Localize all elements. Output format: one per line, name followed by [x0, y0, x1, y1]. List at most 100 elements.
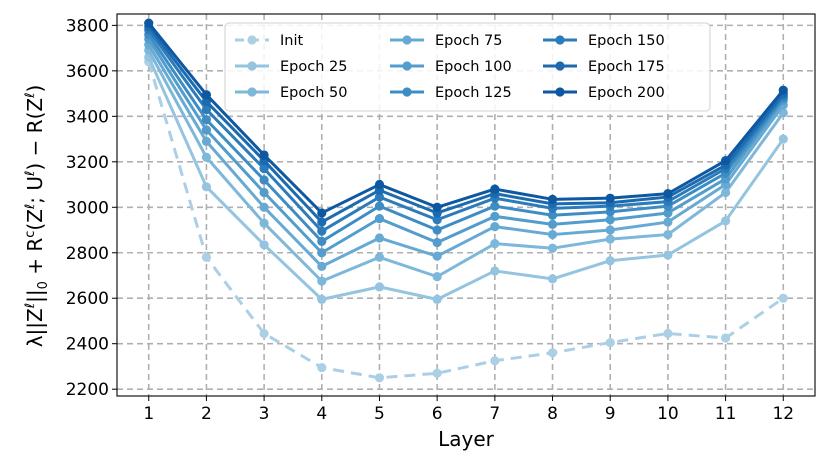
data-point [259, 175, 269, 185]
x-tick-label: 11 [715, 404, 737, 424]
data-point [490, 222, 500, 232]
data-point [144, 18, 154, 28]
legend-swatch-marker [402, 87, 412, 97]
legend-item: Init [235, 33, 303, 49]
x-tick-label: 8 [547, 404, 558, 424]
data-point [259, 150, 269, 160]
y-tick-label: 3000 [66, 198, 109, 218]
legend-swatch-marker [247, 87, 257, 97]
data-point [663, 229, 673, 240]
data-point [432, 368, 442, 378]
data-point [490, 201, 500, 211]
data-point [374, 201, 385, 211]
data-point [663, 328, 673, 339]
y-tick-label: 3600 [66, 62, 109, 82]
data-point [605, 234, 615, 244]
data-point [317, 294, 327, 304]
series-line [147, 22, 785, 215]
x-axis-label: Layer [438, 427, 495, 451]
series-line [147, 43, 785, 268]
x-tick-label: 12 [772, 404, 794, 424]
data-point [720, 216, 731, 226]
legend-swatch-marker [247, 35, 257, 45]
series-epoch-200 [144, 18, 788, 218]
legend-item: Epoch 125 [390, 85, 512, 101]
data-point [547, 348, 558, 358]
data-point [605, 225, 615, 235]
ticks: 1 2 3 4 5 6 7 8 9 10 11 122200240026002800300032003… [66, 16, 794, 424]
data-point [490, 184, 500, 194]
legend-swatch-marker [555, 87, 565, 97]
y-tick-label: 2800 [66, 244, 109, 264]
series-group [144, 18, 788, 383]
legend-swatch-marker [555, 61, 565, 71]
x-tick-label: 9 [605, 404, 616, 424]
data-point [374, 214, 385, 224]
legend-item: Epoch 75 [390, 33, 502, 49]
data-point [490, 239, 500, 249]
series-line [147, 33, 785, 243]
legend-box [224, 22, 711, 112]
plot-frame [116, 13, 816, 397]
data-point [547, 194, 558, 204]
data-point [317, 208, 327, 218]
x-tick-label: 4 [316, 404, 327, 424]
x-tick-label: 1 [143, 404, 154, 424]
legend-item: Epoch 100 [390, 59, 512, 75]
data-point [259, 202, 269, 212]
legend-label: Epoch 200 [588, 85, 665, 101]
y-tick-label: 2200 [66, 380, 109, 400]
data-point [317, 236, 327, 246]
legend-label: Epoch 50 [280, 85, 347, 101]
data-point [201, 182, 212, 192]
data-point [317, 362, 327, 373]
series-epoch-50 [144, 45, 788, 286]
data-point [432, 225, 442, 235]
data-point [547, 219, 558, 229]
legend-item: Epoch 25 [235, 59, 347, 75]
data-point [663, 250, 673, 260]
series-init [144, 57, 788, 383]
data-point [720, 156, 731, 166]
series-line [147, 56, 785, 301]
data-point [490, 211, 500, 221]
data-point [374, 192, 385, 202]
data-point [778, 293, 788, 303]
legend-swatch-marker [247, 61, 257, 71]
data-point [547, 243, 558, 253]
data-point [317, 261, 327, 271]
data-point [663, 189, 673, 199]
data-point [259, 164, 269, 174]
legend-label: Epoch 175 [588, 59, 665, 75]
x-tick-label: 3 [259, 404, 270, 424]
data-point [547, 229, 558, 240]
legend-label: Epoch 25 [280, 59, 347, 75]
series-line [147, 38, 785, 255]
legend-swatch-marker [402, 35, 412, 45]
y-tick-label: 3400 [66, 107, 109, 127]
data-point [259, 187, 269, 198]
data-point [605, 215, 615, 225]
data-point [259, 328, 269, 339]
data-point [317, 276, 327, 286]
x-tick-label: 5 [374, 404, 385, 424]
series-line [147, 29, 785, 233]
series-line [147, 25, 785, 224]
data-point [432, 202, 442, 212]
x-tick-label: 7 [489, 404, 500, 424]
data-point [605, 193, 615, 203]
y-tick-label: 3800 [66, 16, 109, 36]
y-tick-label: 3200 [66, 153, 109, 173]
x-tick-label: 10 [657, 404, 679, 424]
data-point [605, 337, 615, 348]
data-point [547, 210, 558, 220]
legend-label: Epoch 75 [435, 33, 502, 49]
series-line [147, 49, 785, 283]
data-point [490, 266, 500, 276]
data-point [317, 226, 327, 236]
data-point [374, 282, 385, 292]
legend-label: Epoch 125 [435, 85, 512, 101]
data-point [317, 248, 327, 258]
x-tick-label: 2 [201, 404, 212, 424]
data-point [547, 274, 558, 284]
